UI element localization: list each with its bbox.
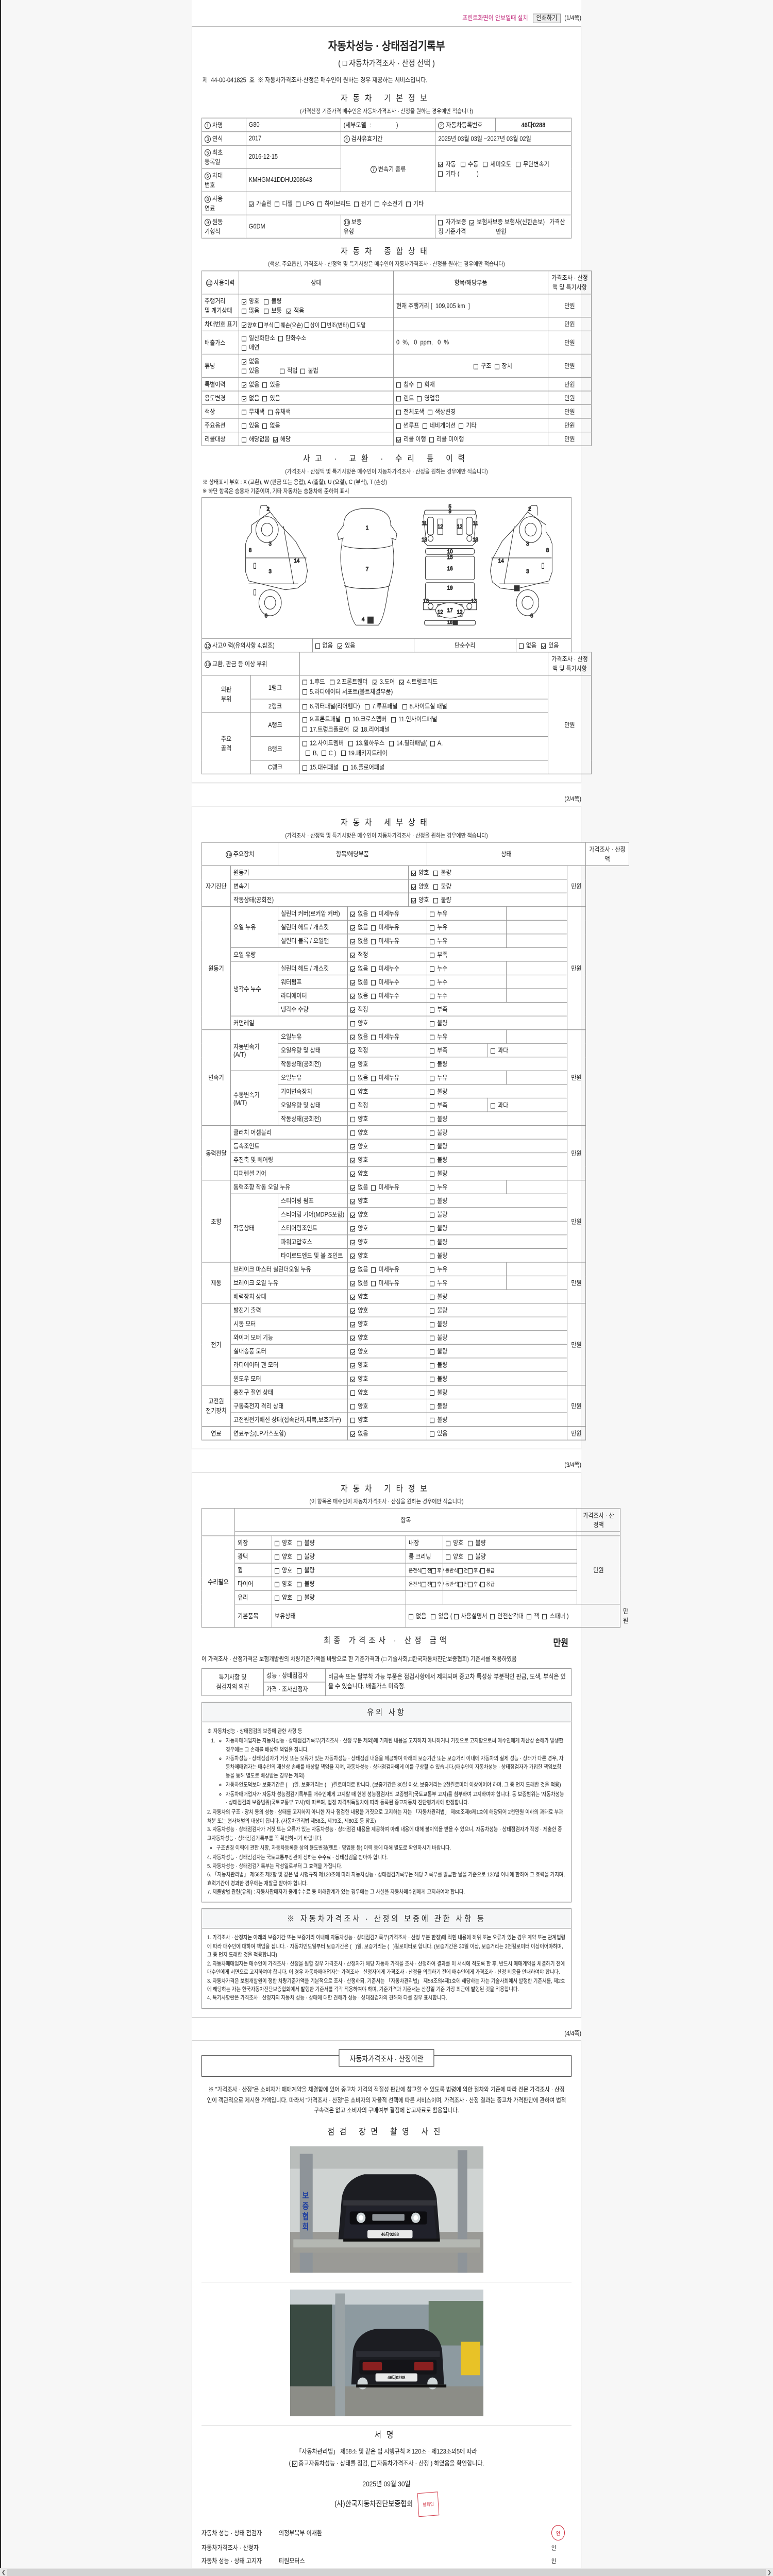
svg-text:3: 3 [526, 568, 529, 575]
svg-text:W: W [453, 620, 457, 625]
svg-text:12: 12 [457, 609, 462, 616]
svg-text:14: 14 [498, 557, 504, 564]
svg-text:3: 3 [268, 568, 272, 575]
svg-text:15: 15 [447, 554, 453, 561]
svg-text:8: 8 [546, 547, 549, 554]
svg-text:6: 6 [265, 613, 268, 619]
svg-text:13: 13 [473, 536, 478, 543]
svg-text:협: 협 [302, 2212, 309, 2222]
svg-text:46다0288: 46다0288 [387, 2375, 405, 2381]
svg-text:12: 12 [438, 609, 443, 616]
svg-text:2: 2 [266, 506, 270, 513]
svg-text:3: 3 [526, 540, 529, 547]
svg-text:보: 보 [302, 2192, 309, 2201]
svg-text:13: 13 [471, 598, 477, 604]
svg-text:8: 8 [249, 547, 252, 554]
svg-text:7: 7 [366, 566, 369, 572]
svg-text:2: 2 [528, 506, 531, 513]
svg-text:9: 9 [448, 508, 451, 515]
svg-text:6: 6 [530, 613, 533, 619]
svg-text:14: 14 [294, 557, 299, 564]
svg-text:13: 13 [423, 598, 429, 604]
svg-text:17: 17 [447, 607, 453, 614]
svg-text:18: 18 [447, 620, 452, 626]
svg-text:W: W [515, 586, 519, 591]
svg-text:3: 3 [268, 540, 272, 547]
svg-text:X: X [369, 617, 372, 623]
svg-text:19: 19 [447, 585, 453, 591]
svg-text:증: 증 [302, 2202, 309, 2211]
svg-text:4: 4 [362, 616, 365, 623]
svg-text:1: 1 [366, 524, 369, 531]
svg-text:12: 12 [438, 523, 443, 530]
svg-text:회: 회 [302, 2223, 309, 2232]
svg-text:11: 11 [473, 520, 478, 527]
svg-text:11: 11 [422, 520, 427, 527]
svg-text:13: 13 [422, 536, 427, 543]
svg-text:16: 16 [447, 565, 453, 572]
svg-text:12: 12 [457, 523, 462, 530]
svg-text:46다0288: 46다0288 [381, 2231, 399, 2238]
